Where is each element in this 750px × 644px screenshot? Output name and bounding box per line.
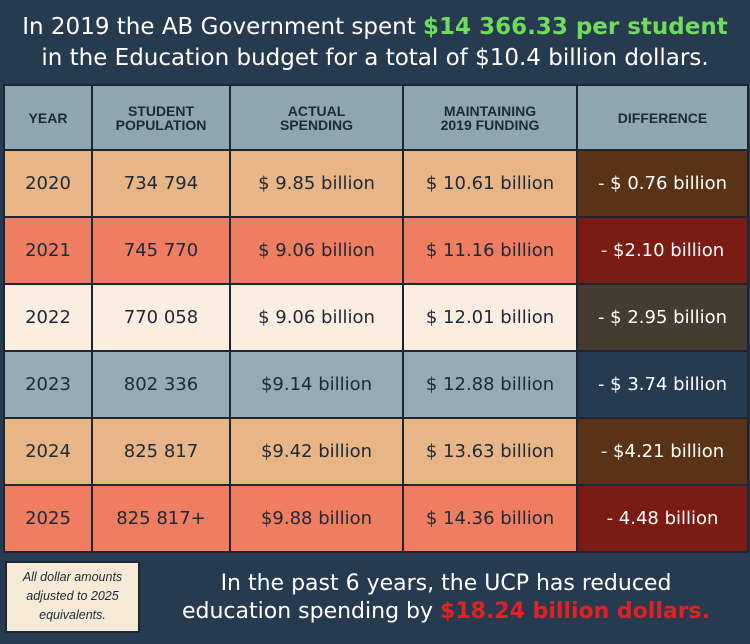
headline-line-2: in the Education budget for a total of $…: [41, 45, 709, 71]
cell-year: 2022: [3, 283, 93, 352]
footnote: All dollar amounts adjusted to 2025 equi…: [5, 561, 140, 633]
cell-maintaining-funding: $ 14.36 billion: [402, 484, 578, 553]
footnote-line-3: equivalents.: [39, 608, 106, 622]
cell-difference: - 4.48 billion: [576, 484, 749, 553]
per-student-amount: $14 366.33 per student: [423, 14, 728, 40]
cell-difference: - $ 3.74 billion: [576, 350, 749, 419]
table-row: 2023 802 336 $9.14 billion $ 12.88 billion -…: [3, 350, 749, 419]
header-difference: DIFFERENCE: [576, 84, 749, 151]
cell-actual-spending: $9.14 billion: [229, 350, 404, 419]
cell-year: 2025: [3, 484, 93, 553]
header-student-population: STUDENT POPULATION: [91, 84, 231, 151]
cell-maintaining-funding: $ 12.01 billion: [402, 283, 578, 352]
header-actual-spending: ACTUAL SPENDING: [229, 84, 404, 151]
footnote-line-1: All dollar amounts: [22, 570, 123, 584]
cell-maintaining-funding: $ 13.63 billion: [402, 417, 578, 486]
funding-table: YEAR STUDENT POPULATION ACTUAL SPENDING …: [3, 84, 749, 553]
cell-difference: - $4.21 billion: [576, 417, 749, 486]
table-row: 2024 825 817 $9.42 billion $ 13.63 billion -…: [3, 417, 749, 486]
table-row: 2025 825 817+ $9.88 billion $ 14.36 billion…: [3, 484, 749, 553]
cell-actual-spending: $9.88 billion: [229, 484, 404, 553]
total-reduction: $18.24 billion dollars.: [440, 599, 711, 624]
summary-line-1: In the past 6 years, the UCP has reduced: [220, 571, 672, 596]
cell-population: 825 817+: [91, 484, 231, 553]
headline-line-1: In 2019 the AB Government spent $14 366.…: [0, 0, 750, 43]
summary: In the past 6 years, the UCP has reduced…: [146, 561, 746, 637]
cell-population: 745 770: [91, 216, 231, 285]
table-row: 2022 770 058 $ 9.06 billion $ 12.01 billion…: [3, 283, 749, 352]
cell-year: 2020: [3, 149, 93, 218]
cell-year: 2024: [3, 417, 93, 486]
cell-population: 770 058: [91, 283, 231, 352]
table-row: 2020 734 794 $ 9.85 billion $ 10.61 billion…: [3, 149, 749, 218]
headline-prefix: In 2019 the AB Government spent: [22, 14, 424, 40]
headline: In 2019 the AB Government spent $14 366.…: [0, 0, 750, 84]
cell-difference: - $2.10 billion: [576, 216, 749, 285]
cell-difference: - $ 0.76 billion: [576, 149, 749, 218]
cell-maintaining-funding: $ 10.61 billion: [402, 149, 578, 218]
summary-prefix: education spending by: [181, 599, 441, 624]
cell-actual-spending: $ 9.06 billion: [229, 283, 404, 352]
table-body: 2020 734 794 $ 9.85 billion $ 10.61 billion…: [3, 149, 749, 553]
cell-actual-spending: $ 9.06 billion: [229, 216, 404, 285]
cell-actual-spending: $ 9.85 billion: [229, 149, 404, 218]
header-year: YEAR: [3, 84, 93, 151]
cell-year: 2023: [3, 350, 93, 419]
cell-population: 825 817: [91, 417, 231, 486]
footnote-line-2: adjusted to 2025: [26, 589, 119, 603]
cell-population: 734 794: [91, 149, 231, 218]
cell-population: 802 336: [91, 350, 231, 419]
cell-year: 2021: [3, 216, 93, 285]
cell-maintaining-funding: $ 12.88 billion: [402, 350, 578, 419]
header-maintaining-funding: MAINTAINING 2019 FUNDING: [402, 84, 578, 151]
cell-actual-spending: $9.42 billion: [229, 417, 404, 486]
summary-line-2: education spending by $18.24 billion dol…: [146, 598, 746, 626]
table-row: 2021 745 770 $ 9.06 billion $ 11.16 billion…: [3, 216, 749, 285]
cell-difference: - $ 2.95 billion: [576, 283, 749, 352]
table-header-row: YEAR STUDENT POPULATION ACTUAL SPENDING …: [3, 84, 749, 151]
cell-maintaining-funding: $ 11.16 billion: [402, 216, 578, 285]
